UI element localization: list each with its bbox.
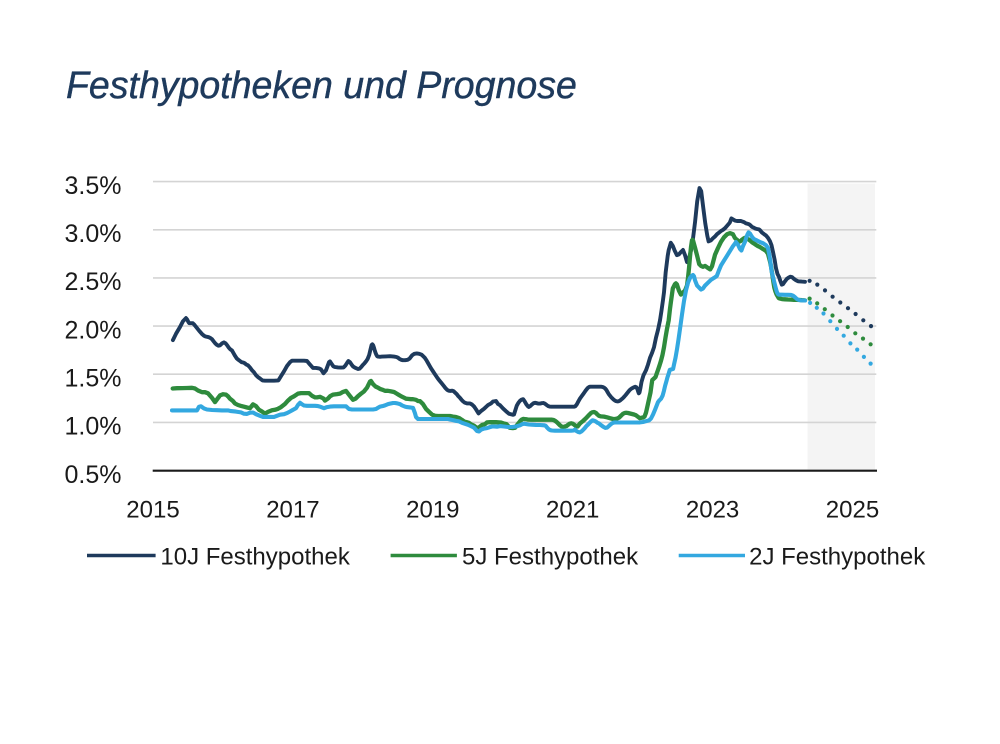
svg-text:2J Festhypothek: 2J Festhypothek	[749, 544, 926, 571]
svg-text:2025: 2025	[826, 497, 879, 524]
svg-text:2019: 2019	[406, 497, 459, 524]
svg-text:2023: 2023	[686, 497, 739, 524]
svg-text:0.5%: 0.5%	[65, 461, 122, 489]
svg-text:3.0%: 3.0%	[65, 220, 122, 248]
svg-text:3.5%: 3.5%	[65, 172, 122, 200]
svg-text:5J Festhypothek: 5J Festhypothek	[462, 544, 639, 571]
svg-text:10J Festhypothek: 10J Festhypothek	[160, 544, 350, 571]
svg-text:2015: 2015	[126, 497, 179, 524]
svg-text:2017: 2017	[266, 497, 319, 524]
svg-text:2.0%: 2.0%	[65, 316, 122, 344]
svg-text:1.5%: 1.5%	[65, 365, 122, 393]
svg-text:2021: 2021	[546, 497, 599, 524]
svg-text:1.0%: 1.0%	[65, 413, 122, 441]
svg-text:2.5%: 2.5%	[65, 268, 122, 296]
